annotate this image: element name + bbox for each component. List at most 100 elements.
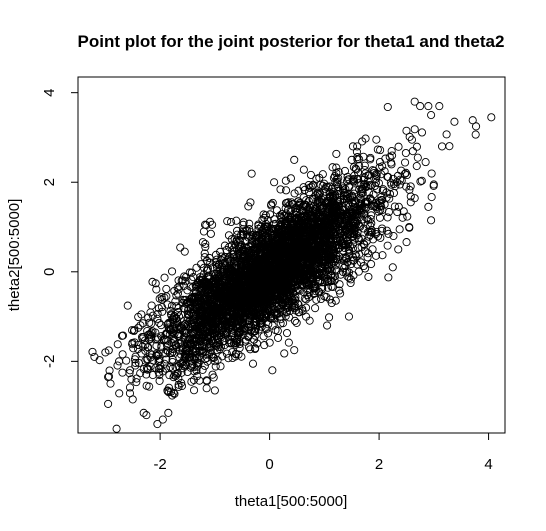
- data-point: [183, 306, 193, 315]
- data-point: [251, 259, 260, 268]
- data-point: [344, 312, 354, 321]
- data-point: [316, 205, 325, 214]
- data-point: [274, 333, 283, 342]
- data-point: [364, 232, 373, 241]
- data-point: [262, 324, 271, 334]
- data-point: [424, 202, 433, 211]
- data-point: [385, 152, 394, 161]
- data-point: [364, 171, 374, 180]
- data-point: [289, 264, 299, 273]
- data-point: [267, 283, 276, 292]
- data-point: [383, 241, 392, 250]
- data-point: [176, 350, 186, 359]
- data-point: [131, 361, 140, 370]
- data-point: [395, 180, 404, 189]
- data-point: [324, 223, 333, 232]
- data-point: [294, 228, 303, 238]
- data-point: [155, 376, 164, 385]
- data-point: [145, 335, 154, 344]
- data-point: [178, 298, 187, 307]
- data-point: [315, 202, 324, 211]
- data-point: [180, 247, 189, 256]
- data-point: [209, 373, 218, 382]
- data-point: [198, 365, 207, 374]
- data-point: [427, 111, 436, 120]
- data-point: [145, 330, 154, 339]
- data-point: [232, 338, 241, 347]
- data-point: [367, 211, 376, 220]
- data-point: [350, 235, 359, 244]
- data-point: [288, 269, 297, 278]
- data-point: [402, 126, 411, 135]
- data-point: [259, 332, 268, 341]
- data-point: [384, 273, 393, 282]
- data-point: [331, 261, 340, 270]
- data-point: [417, 176, 426, 185]
- data-point: [179, 304, 189, 313]
- data-point: [127, 375, 136, 384]
- data-point: [221, 320, 230, 329]
- data-point: [227, 217, 236, 227]
- data-point: [219, 310, 228, 319]
- data-point: [247, 284, 256, 293]
- data-point: [274, 249, 283, 259]
- data-point: [162, 284, 171, 294]
- data-point: [372, 227, 381, 236]
- data-point: [161, 364, 170, 373]
- data-point: [247, 276, 256, 285]
- data-point: [375, 213, 385, 222]
- data-point: [210, 308, 219, 318]
- data-point: [427, 193, 436, 202]
- data-point: [297, 255, 306, 264]
- data-point: [199, 279, 208, 288]
- y-tick-label: -2: [41, 355, 58, 368]
- data-point: [210, 386, 219, 395]
- data-point: [276, 312, 285, 321]
- data-point: [241, 252, 250, 261]
- data-point: [163, 347, 173, 356]
- data-point: [325, 313, 334, 322]
- data-point: [167, 267, 177, 276]
- data-point: [365, 181, 374, 190]
- data-point: [104, 372, 113, 382]
- data-point: [281, 217, 291, 226]
- data-point: [220, 241, 229, 250]
- data-point: [147, 301, 156, 310]
- data-point: [263, 215, 272, 224]
- data-point: [378, 251, 387, 260]
- data-point: [347, 155, 356, 164]
- data-point: [405, 222, 414, 232]
- data-point: [405, 132, 414, 141]
- data-point: [153, 314, 162, 323]
- data-point: [239, 251, 248, 260]
- data-point: [358, 137, 367, 146]
- data-point: [179, 295, 188, 304]
- data-point: [187, 275, 196, 284]
- data-point: [270, 215, 279, 224]
- data-point: [334, 201, 343, 210]
- data-point: [262, 283, 271, 292]
- data-point: [207, 288, 216, 297]
- data-point: [329, 245, 338, 254]
- data-point: [304, 251, 313, 260]
- data-point: [341, 261, 350, 271]
- data-point: [201, 242, 210, 252]
- data-point: [396, 175, 405, 184]
- data-point: [267, 254, 276, 264]
- data-point: [350, 256, 359, 265]
- data-point: [223, 217, 232, 226]
- data-point: [317, 250, 326, 259]
- data-point: [155, 354, 164, 363]
- data-point: [416, 177, 425, 186]
- x-axis-label: theta1[500:5000]: [235, 493, 348, 510]
- data-point: [157, 321, 166, 330]
- data-point: [192, 282, 201, 291]
- data-point: [424, 102, 433, 111]
- data-point: [325, 182, 334, 191]
- data-point: [257, 322, 266, 331]
- data-point: [367, 228, 376, 237]
- data-point: [286, 174, 295, 183]
- data-point: [231, 273, 240, 282]
- data-point: [284, 289, 293, 298]
- data-point: [334, 244, 343, 253]
